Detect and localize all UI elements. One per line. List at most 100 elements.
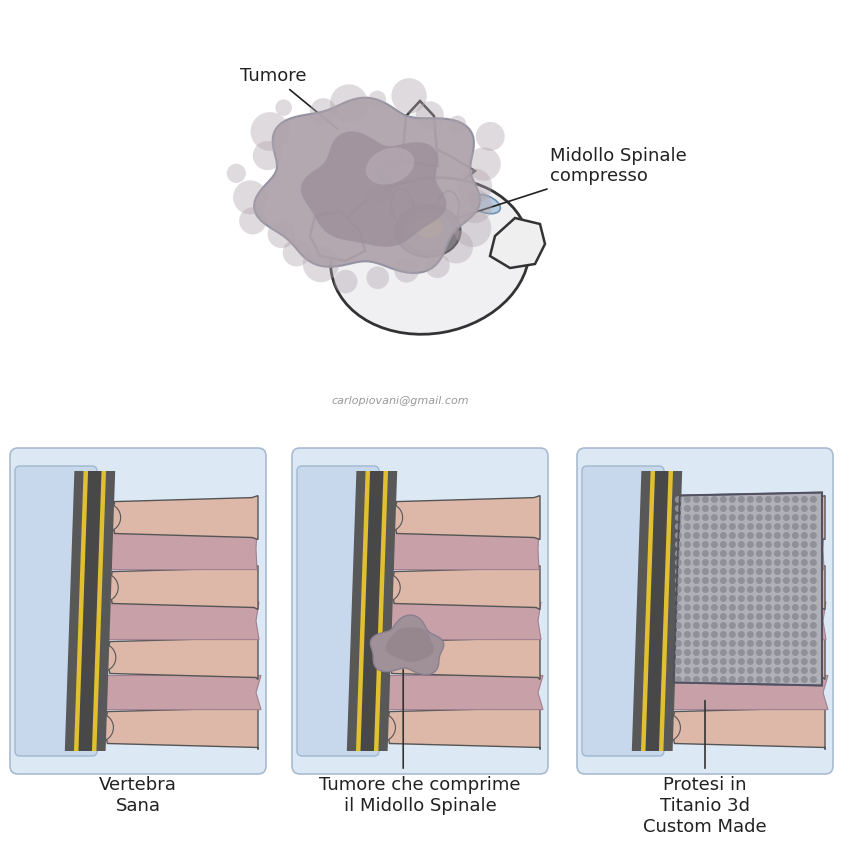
Ellipse shape (365, 187, 391, 205)
Circle shape (729, 532, 736, 539)
FancyBboxPatch shape (582, 466, 664, 756)
Circle shape (693, 649, 700, 656)
Circle shape (684, 568, 691, 575)
Circle shape (801, 586, 808, 593)
Ellipse shape (417, 219, 431, 229)
Circle shape (774, 523, 781, 530)
Circle shape (746, 550, 753, 557)
Circle shape (765, 622, 772, 629)
Circle shape (693, 586, 700, 593)
Circle shape (738, 541, 745, 548)
Circle shape (693, 676, 700, 683)
Circle shape (756, 613, 763, 620)
Circle shape (746, 676, 753, 683)
Polygon shape (391, 565, 540, 610)
Circle shape (783, 550, 790, 557)
Circle shape (720, 649, 727, 656)
Circle shape (684, 658, 691, 665)
Polygon shape (674, 493, 822, 686)
Circle shape (738, 649, 745, 656)
Polygon shape (347, 471, 398, 751)
Circle shape (729, 640, 736, 647)
Circle shape (801, 559, 808, 566)
Ellipse shape (396, 205, 461, 257)
Circle shape (801, 640, 808, 647)
Circle shape (746, 622, 753, 629)
Circle shape (253, 141, 282, 170)
Circle shape (457, 169, 492, 204)
Circle shape (746, 559, 753, 566)
Circle shape (756, 586, 763, 593)
Circle shape (810, 604, 817, 611)
Circle shape (783, 667, 790, 674)
Circle shape (783, 595, 790, 602)
Circle shape (756, 658, 763, 665)
Circle shape (693, 541, 700, 548)
Circle shape (729, 595, 736, 602)
Circle shape (684, 532, 691, 539)
Circle shape (774, 676, 781, 683)
Circle shape (738, 505, 745, 512)
Circle shape (774, 631, 781, 638)
Circle shape (711, 559, 718, 566)
Ellipse shape (654, 643, 683, 671)
Circle shape (674, 631, 682, 638)
Circle shape (711, 649, 718, 656)
Circle shape (684, 586, 691, 593)
Polygon shape (672, 706, 825, 749)
Circle shape (674, 523, 682, 530)
Circle shape (738, 640, 745, 647)
Circle shape (746, 577, 753, 584)
FancyBboxPatch shape (297, 466, 379, 756)
Circle shape (267, 220, 295, 248)
Circle shape (792, 532, 799, 539)
Circle shape (738, 658, 745, 665)
Ellipse shape (90, 573, 118, 602)
Circle shape (756, 505, 763, 512)
Circle shape (783, 505, 790, 512)
Circle shape (792, 577, 799, 584)
Circle shape (227, 164, 246, 183)
Circle shape (801, 667, 808, 674)
Circle shape (792, 523, 799, 530)
Circle shape (310, 98, 337, 125)
Circle shape (684, 604, 691, 611)
Circle shape (674, 559, 682, 566)
Circle shape (693, 514, 700, 521)
Polygon shape (371, 615, 444, 675)
Circle shape (774, 505, 781, 512)
Circle shape (738, 595, 745, 602)
Circle shape (756, 604, 763, 611)
Circle shape (711, 496, 718, 503)
Circle shape (774, 649, 781, 656)
Circle shape (746, 586, 753, 593)
Polygon shape (393, 495, 540, 540)
Circle shape (756, 676, 763, 683)
Circle shape (792, 505, 799, 512)
Ellipse shape (470, 194, 500, 214)
Circle shape (738, 586, 745, 593)
Circle shape (702, 640, 709, 647)
Circle shape (693, 667, 700, 674)
Circle shape (702, 676, 709, 683)
Circle shape (746, 568, 753, 575)
Circle shape (783, 514, 790, 521)
Circle shape (774, 496, 781, 503)
Circle shape (765, 559, 772, 566)
Circle shape (774, 658, 781, 665)
Polygon shape (676, 528, 824, 570)
Circle shape (711, 586, 718, 593)
Circle shape (702, 541, 709, 548)
Circle shape (756, 640, 763, 647)
Polygon shape (385, 627, 434, 662)
Circle shape (240, 207, 266, 235)
Circle shape (711, 604, 718, 611)
Circle shape (810, 676, 817, 683)
Circle shape (702, 604, 709, 611)
Circle shape (711, 640, 718, 647)
Circle shape (746, 505, 753, 512)
Circle shape (467, 147, 501, 181)
Circle shape (738, 613, 745, 620)
Circle shape (693, 550, 700, 557)
Circle shape (702, 667, 709, 674)
